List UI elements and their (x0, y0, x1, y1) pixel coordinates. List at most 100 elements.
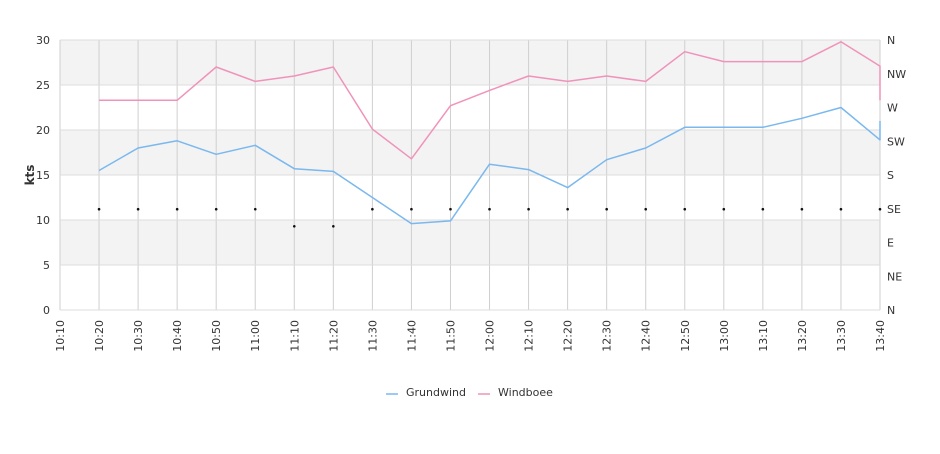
y-right-axis-ticks: N NE E SE S SW W NW N (887, 34, 906, 317)
series-point (215, 66, 217, 68)
series-point (176, 140, 178, 142)
series-point (410, 158, 412, 160)
series-point (98, 99, 100, 101)
series-point (566, 186, 568, 188)
horizontal-gridlines (60, 39, 880, 311)
direction-marker (644, 207, 648, 211)
y-tick-label: 10 (36, 214, 50, 227)
x-tick-label: 10:30 (132, 320, 145, 352)
series-point (449, 220, 451, 222)
direction-marker (878, 207, 882, 211)
x-tick-label: 10:50 (210, 320, 223, 352)
y-right-tick-label: E (887, 237, 894, 250)
x-tick-label: 13:00 (718, 320, 731, 352)
x-tick-label: 12:20 (562, 320, 575, 352)
series-point (254, 80, 256, 82)
x-tick-label: 13:20 (796, 320, 809, 352)
direction-marker (214, 207, 218, 211)
y-tick-label: 25 (36, 79, 50, 92)
x-tick-label: 13:30 (835, 320, 848, 352)
series-point (371, 196, 373, 198)
x-tick-label: 12:10 (523, 320, 536, 352)
series-point (723, 126, 725, 128)
plot-bands (60, 40, 880, 310)
direction-marker (839, 207, 843, 211)
x-tick-label: 11:00 (249, 320, 262, 352)
series-point (879, 65, 881, 67)
x-tick-label: 11:30 (366, 320, 379, 352)
series-point (723, 60, 725, 62)
direction-marker (722, 207, 726, 211)
x-tick-label: 10:20 (93, 320, 106, 352)
series-point (645, 147, 647, 149)
x-tick-label: 11:50 (444, 320, 457, 352)
direction-marker (683, 207, 687, 211)
direction-marker (253, 207, 257, 211)
series-point (254, 144, 256, 146)
direction-marker (605, 207, 608, 211)
series-point (879, 139, 881, 141)
legend-label: Windboee (498, 386, 553, 399)
series-point (527, 75, 529, 77)
series-point (566, 80, 568, 82)
series-point (293, 168, 295, 170)
direction-marker (292, 225, 296, 228)
y-tick-label: 0 (43, 304, 50, 317)
y-right-tick-label: N (887, 34, 895, 47)
y-right-tick-label: SW (887, 135, 905, 148)
series-point (605, 159, 607, 161)
x-tick-label: 11:40 (405, 320, 418, 352)
series-line-2 (99, 41, 881, 160)
direction-markers (97, 207, 882, 228)
direction-marker (527, 207, 530, 211)
legend-label: Grundwind (406, 386, 466, 399)
series-point (527, 168, 529, 170)
direction-marker (410, 207, 413, 211)
series-lines (98, 41, 881, 225)
plot-band (60, 265, 880, 310)
series-point (684, 51, 686, 53)
plot-band (60, 40, 880, 85)
series-point (801, 117, 803, 119)
series-point (762, 60, 764, 62)
series-point (449, 105, 451, 107)
series-point (137, 99, 139, 101)
series-point (762, 126, 764, 128)
series-point (801, 60, 803, 62)
series-point (840, 41, 842, 43)
y-axis-label: kts (23, 165, 37, 186)
direction-marker (332, 225, 335, 228)
plot-band (60, 85, 880, 130)
direction-marker (800, 207, 804, 211)
series-point (879, 120, 881, 122)
direction-marker (566, 207, 569, 211)
y-right-tick-label: NE (887, 270, 902, 283)
series-point (332, 170, 334, 172)
x-tick-label: 13:40 (874, 320, 887, 352)
series-point (645, 80, 647, 82)
x-tick-label: 11:10 (288, 320, 301, 352)
plot-band (60, 220, 880, 265)
plot-band (60, 175, 880, 220)
y-right-tick-label: N (887, 304, 895, 317)
series-point (488, 163, 490, 165)
series-point (371, 128, 373, 130)
x-tick-label: 12:50 (679, 320, 692, 352)
series-point (293, 75, 295, 77)
y-tick-label: 30 (36, 34, 50, 47)
y-tick-label: 5 (43, 259, 50, 272)
x-tick-label: 13:10 (757, 320, 770, 352)
x-tick-label: 12:30 (601, 320, 614, 352)
series-line-1 (98, 106, 881, 225)
x-axis-ticks: 10:10 10:20 10:30 10:40 10:50 11:00 11:10 11:20… (54, 320, 887, 352)
y-tick-label: 15 (36, 169, 50, 182)
y-right-tick-label: SE (887, 203, 901, 216)
series-point (879, 99, 881, 101)
series-point (137, 147, 139, 149)
direction-marker (136, 207, 140, 211)
series-point (605, 75, 607, 77)
y-right-tick-label: S (887, 169, 894, 182)
series-point (488, 89, 490, 91)
